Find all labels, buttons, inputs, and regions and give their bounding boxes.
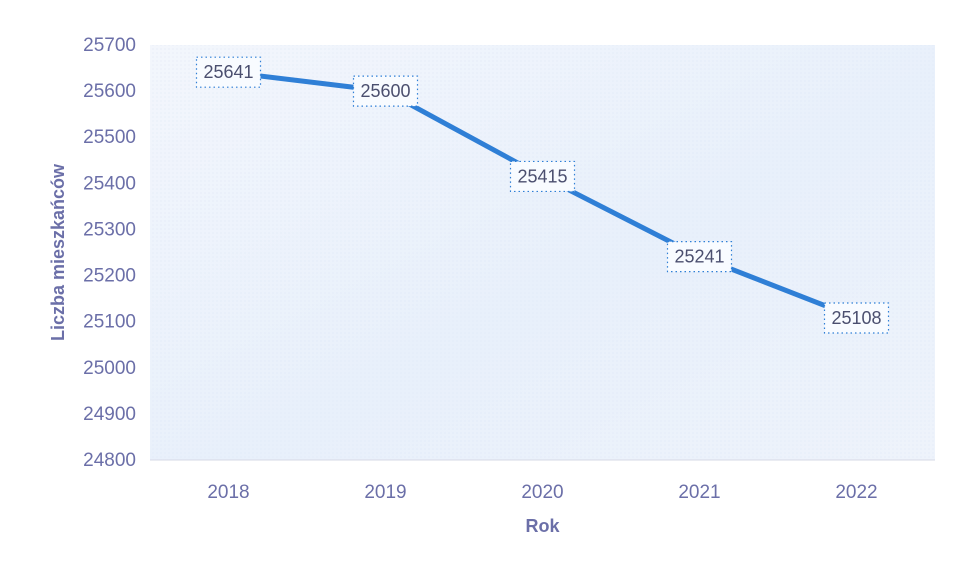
y-tick-label: 25400	[83, 173, 136, 194]
x-tick-label: 2018	[207, 482, 249, 503]
data-label-box	[195, 56, 262, 88]
x-tick-label: 2019	[364, 482, 406, 503]
y-tick-label: 24800	[83, 450, 136, 471]
data-label-text: 25415	[517, 166, 567, 186]
y-axis-title: Liczba mieszkańców	[48, 163, 68, 341]
y-tick-label: 25700	[83, 35, 136, 56]
data-label: 25415	[509, 160, 576, 193]
data-label: 25108	[823, 302, 890, 334]
data-label-text: 25600	[360, 81, 410, 101]
y-tick-label: 25100	[83, 312, 136, 333]
data-label-box	[666, 241, 733, 273]
y-tick-label: 25600	[83, 81, 136, 102]
data-label: 25241	[666, 241, 733, 273]
plot-texture	[150, 45, 935, 460]
y-tick-label: 25500	[83, 127, 136, 148]
data-label-box	[509, 160, 576, 193]
y-tick-label: 25200	[83, 266, 136, 287]
y-tick-label: 25300	[83, 219, 136, 240]
y-tick-label: 24900	[83, 404, 136, 425]
y-tick-labels: 25700 25600 25500 25400 25300 25200 25100 25000…	[83, 35, 136, 471]
data-label: 25600	[352, 75, 419, 107]
x-tick-label: 2022	[835, 482, 877, 503]
data-label-text: 25641	[203, 62, 253, 82]
x-tick-label: 2021	[678, 482, 720, 503]
x-axis-title: Rok	[525, 516, 560, 536]
x-tick-labels: 2018 2019 2020 2021 2022	[207, 482, 877, 503]
data-label-box	[352, 75, 419, 107]
data-labels: 25641 25600 25415 25241 25108	[195, 56, 890, 334]
data-label-text: 25241	[674, 247, 724, 267]
data-label-box	[823, 302, 890, 334]
x-tick-label: 2020	[521, 482, 563, 503]
y-tick-label: 25000	[83, 358, 136, 379]
data-label: 25641	[195, 56, 262, 88]
data-label-text: 25108	[831, 308, 881, 328]
